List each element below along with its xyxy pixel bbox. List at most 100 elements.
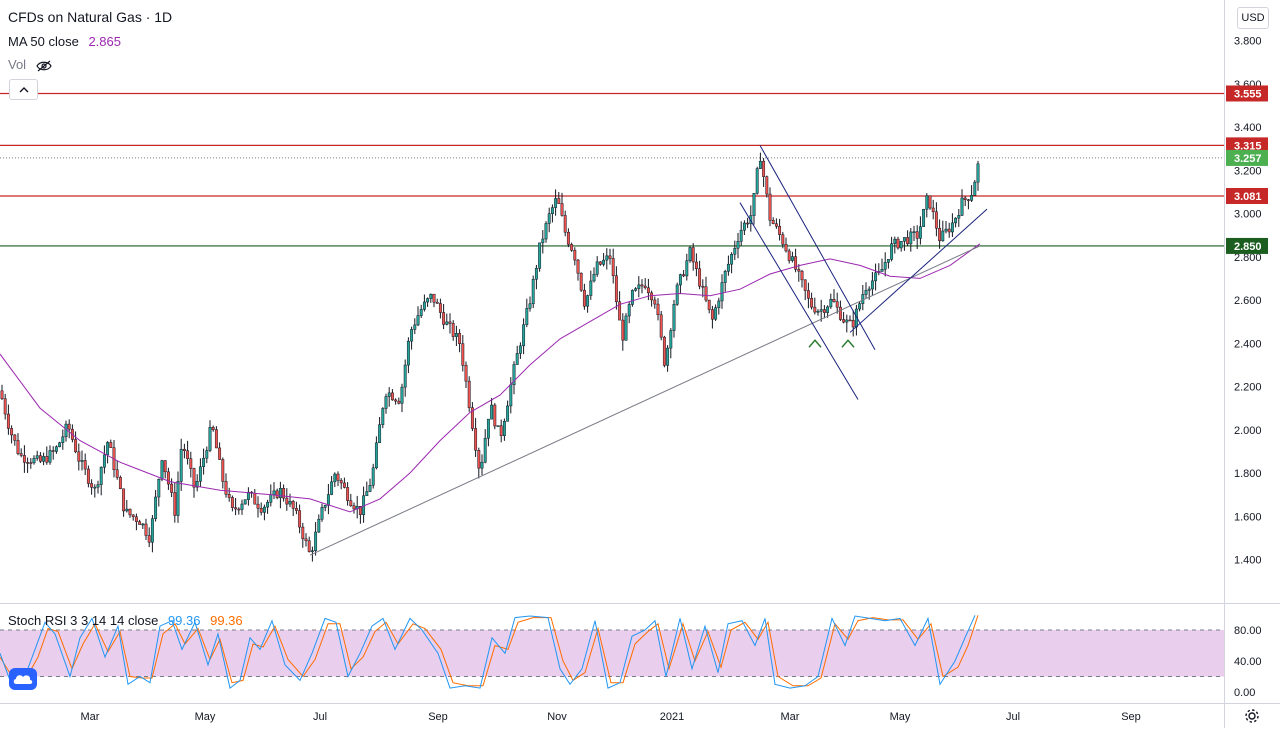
candle — [198, 458, 202, 487]
support-price-badge[interactable]: 2.850 — [1226, 237, 1268, 254]
candle-body — [19, 453, 23, 456]
candle — [541, 230, 545, 254]
candle — [560, 192, 564, 217]
candle — [186, 440, 190, 465]
candle — [880, 258, 884, 272]
candle-body — [893, 238, 897, 244]
candle-body — [22, 455, 26, 463]
candle-body — [794, 256, 798, 270]
candle — [256, 496, 260, 518]
vol-legend[interactable]: Vol — [8, 57, 52, 73]
candle — [179, 438, 183, 491]
candle — [931, 199, 935, 220]
settings-gear-icon[interactable] — [1243, 707, 1261, 725]
candle-body — [918, 226, 922, 239]
candle — [710, 305, 714, 329]
trendline[interactable] — [759, 145, 876, 350]
candle — [954, 217, 958, 228]
candle — [307, 536, 311, 553]
stoch-label: Stoch RSI 3 3 14 14 close — [8, 613, 159, 628]
currency-button[interactable]: USD — [1237, 7, 1269, 29]
candle — [115, 460, 119, 480]
resistance-price-badge[interactable]: 3.315 — [1226, 137, 1268, 154]
candle — [499, 419, 503, 443]
candle-body — [474, 428, 478, 451]
collapse-legend-button[interactable] — [9, 79, 38, 100]
candle-body — [627, 304, 631, 317]
candle-body — [710, 309, 714, 320]
candle-body — [419, 309, 423, 316]
candle-body — [6, 413, 10, 429]
candle-body — [74, 439, 78, 453]
resistance-price-badge-text: 3.081 — [1234, 191, 1262, 203]
moving-average-line[interactable] — [0, 243, 981, 513]
resistance-price-badge-bg — [1226, 187, 1268, 204]
candle — [19, 448, 23, 458]
candle — [944, 221, 948, 234]
candle-body — [378, 424, 382, 444]
candle-body — [352, 505, 356, 510]
candle — [234, 497, 238, 516]
candle-body — [122, 488, 126, 512]
candle — [605, 248, 609, 270]
candle-body — [35, 455, 39, 459]
candle — [890, 236, 894, 262]
candle-body — [93, 486, 97, 489]
candle-body — [509, 384, 513, 407]
candle — [746, 217, 750, 229]
stoch-k-line[interactable] — [0, 615, 976, 689]
candle-body — [723, 270, 727, 283]
candle — [410, 326, 414, 350]
resistance-price-badge[interactable]: 3.555 — [1226, 85, 1268, 102]
candle-body — [605, 255, 609, 261]
candle-body — [448, 321, 452, 324]
candle — [938, 219, 942, 249]
hidden-eye-icon[interactable] — [36, 60, 52, 72]
candle-body — [688, 247, 692, 261]
candle — [259, 502, 263, 516]
candle-body — [538, 242, 542, 269]
candle — [528, 296, 532, 312]
candle — [470, 402, 474, 432]
candle-body — [570, 244, 574, 251]
candle — [966, 198, 970, 210]
candle-body — [650, 292, 654, 301]
candle-body — [682, 274, 686, 277]
y-tick-label: 2.400 — [1234, 338, 1262, 350]
candle-body — [842, 319, 846, 323]
last-price-badge[interactable]: 3.257 — [1226, 149, 1268, 166]
candle — [458, 329, 462, 353]
candle-body — [96, 484, 100, 488]
candle-body — [576, 259, 580, 274]
candle-body — [371, 467, 375, 486]
candle — [435, 298, 439, 304]
candle — [592, 267, 596, 283]
candle-body — [771, 220, 775, 224]
candle-body — [573, 249, 577, 261]
resistance-price-badge-text: 3.315 — [1234, 140, 1262, 152]
candle — [566, 228, 570, 248]
tradingview-logo[interactable] — [9, 668, 37, 690]
candle-body — [413, 324, 417, 330]
candle — [342, 477, 346, 489]
x-tick-label: Mar — [781, 711, 800, 723]
chart-title-row: CFDs on Natural Gas · 1D — [8, 9, 178, 25]
candle — [778, 218, 782, 241]
resistance-price-badge[interactable]: 3.081 — [1226, 187, 1268, 204]
candle-body — [410, 329, 414, 342]
ma-legend[interactable]: MA 50 close 2.865 — [8, 34, 127, 50]
trendline[interactable] — [739, 202, 859, 400]
candle — [899, 240, 903, 252]
trendline[interactable] — [309, 245, 981, 556]
candle-body — [45, 456, 49, 463]
stoch-legend[interactable]: Stoch RSI 3 3 14 14 close 99.36 99.36 — [8, 613, 249, 629]
candle-body — [800, 270, 804, 281]
candle — [637, 276, 641, 298]
trendline[interactable] — [849, 208, 988, 333]
candle-body — [598, 261, 602, 265]
candle-body — [51, 450, 55, 452]
candle-body — [752, 193, 756, 216]
candle-body — [144, 523, 148, 536]
